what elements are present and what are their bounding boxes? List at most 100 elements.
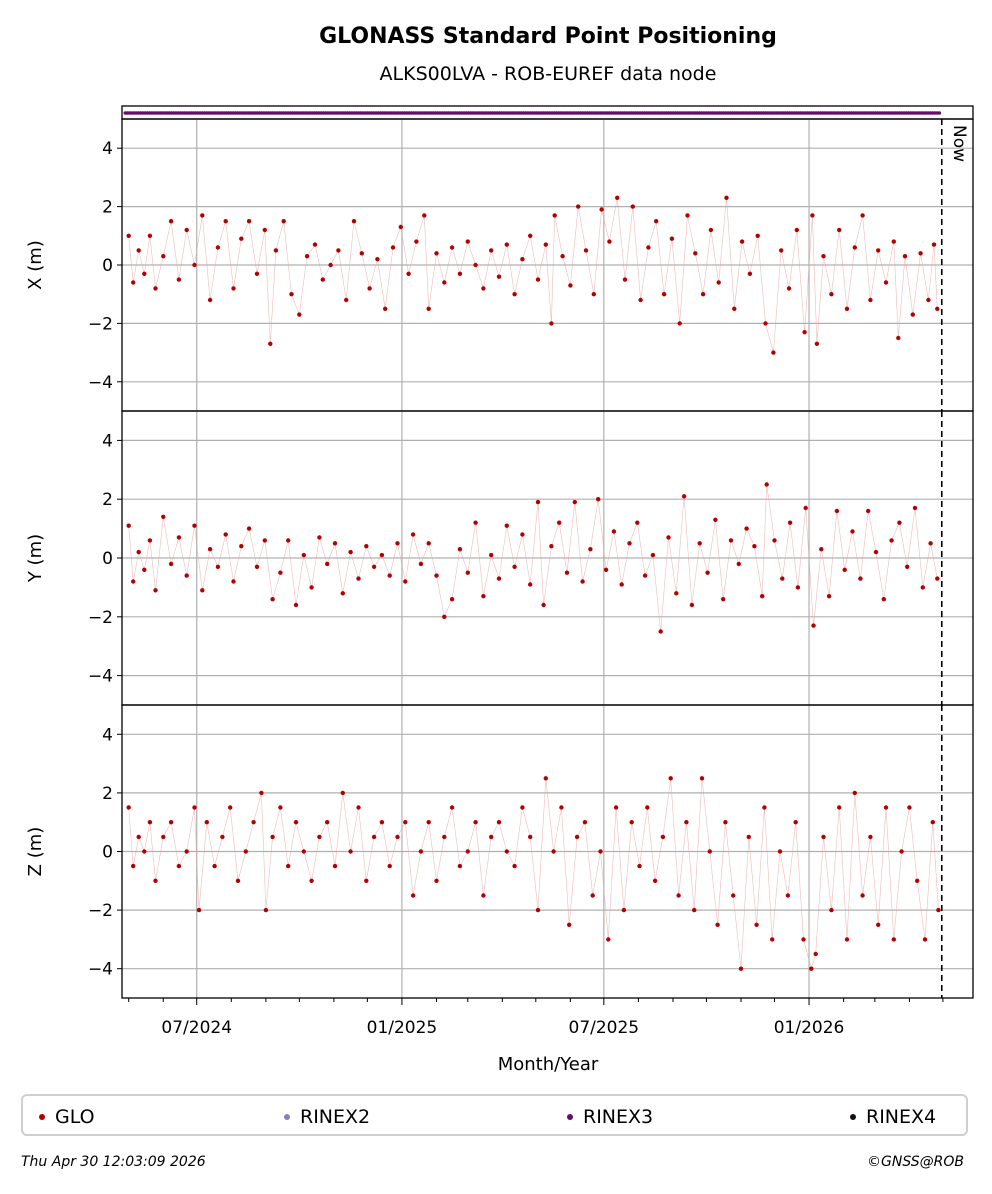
data-point-z [637, 863, 642, 869]
data-point-x [931, 242, 937, 247]
data-point-z [852, 790, 857, 796]
data-point-x [254, 271, 260, 276]
data-point-z [652, 878, 658, 883]
data-point-z [263, 907, 269, 913]
data-point-y [619, 582, 624, 587]
data-point-x [693, 251, 698, 256]
data-point-z [457, 863, 463, 869]
data-point-x [192, 262, 197, 268]
data-point-y [873, 549, 879, 555]
data-point-z [325, 820, 330, 825]
data-point-z [192, 805, 197, 810]
legend-marker-rinex4 [850, 1114, 856, 1120]
data-point-x [615, 195, 620, 200]
data-point-x [153, 286, 158, 291]
data-point-y [760, 594, 765, 599]
data-point-x [426, 306, 431, 311]
data-point-y [231, 579, 236, 584]
data-point-x [489, 248, 494, 253]
data-point-z [449, 805, 455, 810]
rinex3-availability-point [937, 111, 942, 115]
data-point-x [297, 312, 302, 317]
data-point-y [611, 529, 617, 534]
data-point-z [801, 937, 806, 942]
data-point-x [215, 245, 221, 250]
data-point-z [613, 805, 619, 810]
data-point-x [814, 341, 820, 346]
data-point-z [668, 776, 673, 781]
data-point-x [351, 219, 357, 224]
data-point-z [278, 805, 283, 810]
y-tick-label: −4 [88, 960, 113, 980]
data-point-z [621, 907, 627, 913]
y-tick-label: 0 [102, 256, 113, 276]
data-point-y [721, 597, 726, 602]
data-point-x [716, 280, 721, 285]
data-point-z [293, 820, 299, 825]
data-point-x [552, 213, 557, 218]
data-point-y [371, 564, 377, 569]
data-point-x [320, 277, 325, 282]
legend-marker-rinex2 [284, 1114, 290, 1120]
data-point-z [915, 878, 920, 883]
y-tick-label: 2 [102, 784, 113, 804]
x-tick-label: 01/2025 [367, 1018, 438, 1038]
data-point-z [332, 863, 338, 869]
data-point-x [630, 204, 635, 209]
data-point-x [860, 213, 865, 218]
data-point-y [434, 573, 439, 578]
data-point-y [293, 602, 299, 608]
data-point-x [591, 292, 596, 297]
data-point-x [239, 236, 244, 241]
data-point-z [844, 937, 850, 942]
data-point-z [731, 893, 736, 898]
data-point-y [168, 561, 174, 567]
data-point-x [896, 335, 901, 341]
data-point-x [646, 245, 651, 250]
series-line-z [128, 778, 939, 970]
data-point-x [763, 321, 768, 326]
y-tick-label: −2 [88, 608, 113, 628]
data-point-z [136, 834, 141, 840]
data-point-z [692, 907, 697, 913]
chart-title: GLONASS Standard Point Positioning [319, 24, 777, 49]
data-point-x [457, 271, 463, 276]
data-point-x [910, 312, 915, 317]
data-point-y [736, 561, 741, 567]
data-point-z [270, 834, 275, 840]
data-point-z [793, 820, 798, 825]
data-point-x [700, 292, 706, 297]
data-point-y [674, 591, 679, 596]
data-point-y [442, 614, 447, 619]
data-point-x [560, 254, 565, 259]
data-point-y [744, 526, 749, 531]
legend-label-glo: GLO [55, 1106, 95, 1128]
data-point-z [821, 834, 826, 840]
data-point-y [850, 529, 855, 534]
data-point-y [881, 597, 886, 602]
data-point-z [590, 893, 595, 898]
data-point-z [520, 805, 525, 810]
data-point-z [551, 849, 556, 854]
y-tick-label: 0 [102, 549, 113, 569]
legend-marker-rinex3 [567, 1114, 573, 1120]
data-point-z [777, 849, 783, 854]
data-point-z [348, 849, 353, 854]
data-point-z [364, 878, 369, 883]
data-point-y [580, 579, 585, 584]
footer-copyright: ©GNSS@ROB [867, 1154, 964, 1170]
x-tick-label: 01/2026 [774, 1018, 845, 1038]
plot-area: −4 −2 0 2 4 X (m) −4 −2 0 2 4 Y (m) −4 −2 0 2 4 Z (m) Now 0… [25, 105, 974, 1038]
data-point-x [142, 271, 147, 276]
data-point-x [168, 219, 174, 224]
data-point-y [465, 570, 470, 575]
data-point-y [262, 538, 267, 543]
data-point-x [383, 306, 388, 311]
data-point-x [876, 248, 881, 253]
data-point-z [837, 805, 842, 810]
x-tick-label: 07/2025 [569, 1018, 640, 1038]
data-point-x [434, 251, 439, 256]
legend-item-glo: GLO [39, 1106, 95, 1128]
data-point-z [481, 893, 486, 898]
